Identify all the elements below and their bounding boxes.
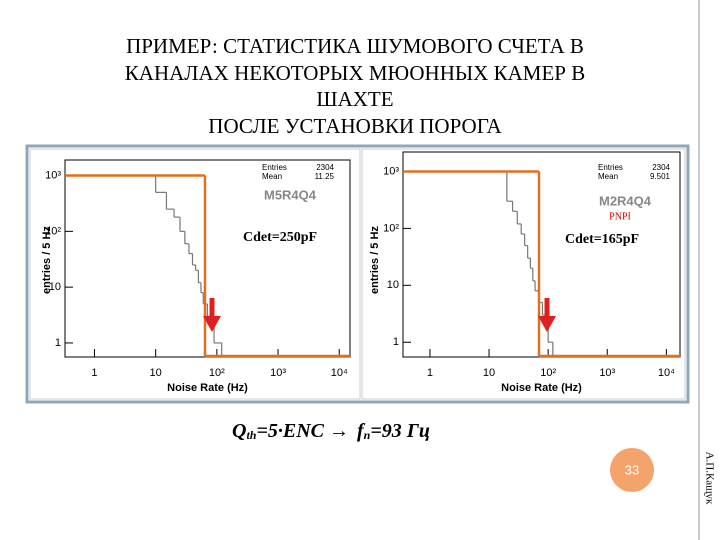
stat-value: 2304 [652,163,670,172]
formula-part: n [364,428,371,442]
y-axis-label: entries / 5 Hz [369,226,381,294]
y-axis-label: entries / 5 Hz [41,226,53,294]
formula: Qth=5·ENC → fn=93 Гц [232,420,430,442]
y-tick-label: 10³ [45,169,61,181]
x-tick-label: 10² [209,367,225,379]
y-tick-label: 10 [49,281,61,293]
title-line: ПРИМЕР: СТАТИСТИКА ШУМОВОГО СЧЕТА В [126,34,584,58]
x-tick-label: 10² [540,367,556,379]
x-tick-label: 10³ [270,367,286,379]
stat-name: Mean [262,172,282,181]
x-tick-label: 10 [483,367,495,379]
plot-area [402,151,681,358]
x-tick-label: 10 [150,367,162,379]
x-tick-label: 1 [427,367,433,379]
formula-part: =5·ENC → [256,420,349,442]
stat-value: 9.501 [650,172,671,181]
page-number: 33 [625,462,639,477]
title-line: ШАХТЕ [316,87,393,111]
title-line: ПОСЛЕ УСТАНОВКИ ПОРОГА [208,114,502,138]
x-tick-label: 10⁴ [658,367,675,379]
formula-part: f [357,420,366,442]
page-badge [610,448,654,492]
title-line: КАНАЛАХ НЕКОТОРЫХ МЮОННЫХ КАМЕР В [125,61,585,85]
x-axis-label: Noise Rate (Hz) [501,382,582,394]
y-tick-label: 1 [55,337,61,349]
formula-part: th [246,428,256,442]
author: А.П.Кащук [703,452,715,505]
panel-subtitle: PNPI [609,211,631,222]
stat-name: Entries [598,163,623,172]
stat-value: 2304 [316,163,334,172]
stat-name: Mean [598,172,618,181]
annotation: Cdet=165pF [565,232,639,247]
x-tick-label: 10⁴ [331,367,348,379]
x-tick-label: 10³ [599,367,615,379]
y-tick-label: 1 [393,336,399,348]
arrow-head [203,316,221,332]
y-tick-label: 10 [387,279,399,291]
panel-title: M2R4Q4 [599,193,652,208]
x-tick-label: 1 [91,367,97,379]
stat-value: 11.25 [315,172,335,181]
arrow-head [538,316,556,332]
y-tick-label: 10² [383,222,399,234]
y-tick-label: 10³ [383,165,399,177]
stat-name: Entries [262,163,287,172]
plot-area [64,159,351,358]
panel-title: M5R4Q4 [264,187,317,202]
annotation: Cdet=250pF [243,230,317,245]
formula-part: =93 Гц [370,420,430,442]
y-tick-label: 10² [45,225,61,237]
x-axis-label: Noise Rate (Hz) [167,382,248,394]
formula-part: Q [232,420,246,442]
